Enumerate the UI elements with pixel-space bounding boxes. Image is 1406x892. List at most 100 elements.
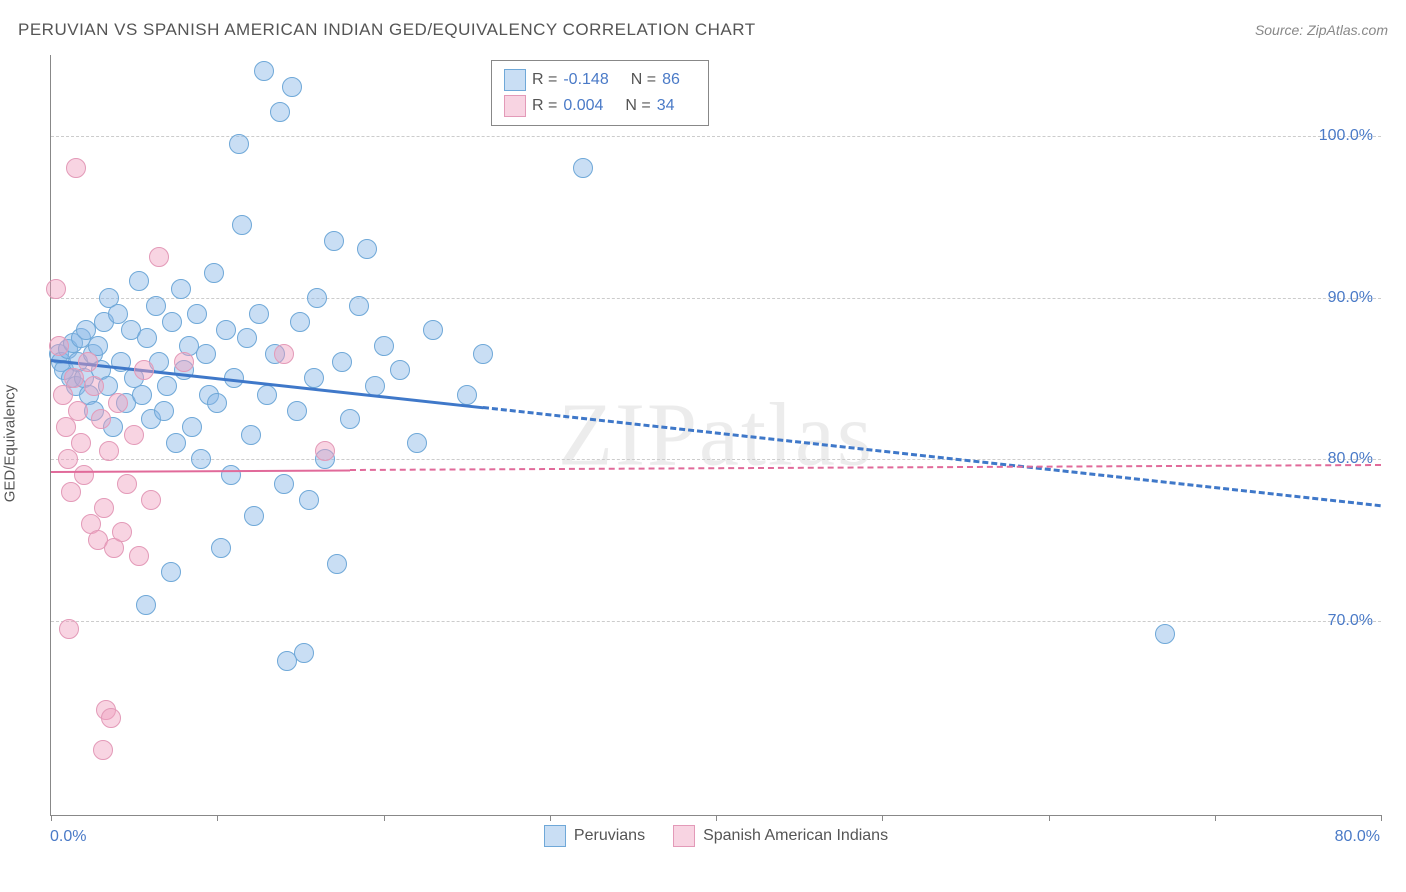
legend-r-label: R = (532, 71, 557, 89)
data-point (244, 506, 264, 526)
data-point (174, 352, 194, 372)
data-point (1155, 624, 1175, 644)
data-point (315, 441, 335, 461)
data-point (78, 352, 98, 372)
legend-swatch (504, 69, 526, 91)
data-point (129, 271, 149, 291)
legend-n-label: N = (625, 97, 650, 115)
legend-series-item: Peruvians (544, 825, 645, 847)
data-point (61, 482, 81, 502)
x-tick (384, 815, 385, 821)
data-point (573, 158, 593, 178)
data-point (161, 562, 181, 582)
data-point (157, 376, 177, 396)
x-tick (1215, 815, 1216, 821)
data-point (149, 247, 169, 267)
data-point (299, 490, 319, 510)
legend-swatch (504, 95, 526, 117)
data-point (274, 474, 294, 494)
data-point (211, 538, 231, 558)
data-point (254, 61, 274, 81)
data-point (154, 401, 174, 421)
data-point (390, 360, 410, 380)
trend-line (51, 469, 350, 472)
data-point (287, 401, 307, 421)
data-point (66, 158, 86, 178)
data-point (59, 619, 79, 639)
legend-r-value: -0.148 (563, 71, 608, 89)
data-point (101, 708, 121, 728)
data-point (49, 336, 69, 356)
legend-series-label: Peruvians (574, 827, 645, 845)
data-point (473, 344, 493, 364)
plot-area: ZIPatlas R =-0.148N =86R =0.004N =34 Per… (50, 55, 1381, 816)
data-point (349, 296, 369, 316)
data-point (307, 288, 327, 308)
x-tick (550, 815, 551, 821)
x-tick (1381, 815, 1382, 821)
source-label: Source: ZipAtlas.com (1255, 22, 1388, 38)
data-point (162, 312, 182, 332)
data-point (129, 546, 149, 566)
legend-r-value: 0.004 (563, 97, 603, 115)
legend-series-item: Spanish American Indians (673, 825, 888, 847)
data-point (221, 465, 241, 485)
data-point (294, 643, 314, 663)
data-point (304, 368, 324, 388)
data-point (46, 279, 66, 299)
data-point (249, 304, 269, 324)
y-tick-label: 70.0% (1328, 612, 1373, 630)
data-point (457, 385, 477, 405)
y-axis-title: GED/Equivalency (2, 385, 19, 503)
data-point (187, 304, 207, 324)
data-point (124, 425, 144, 445)
data-point (108, 393, 128, 413)
data-point (74, 465, 94, 485)
data-point (270, 102, 290, 122)
legend-series: Peruvians Spanish American Indians (51, 825, 1381, 847)
watermark: ZIPatlas (558, 384, 874, 487)
data-point (357, 239, 377, 259)
data-point (71, 433, 91, 453)
legend-r-label: R = (532, 97, 557, 115)
data-point (84, 376, 104, 396)
data-point (166, 433, 186, 453)
chart-title: PERUVIAN VS SPANISH AMERICAN INDIAN GED/… (18, 20, 756, 40)
data-point (91, 409, 111, 429)
data-point (324, 231, 344, 251)
legend-stats: R =-0.148N =86R =0.004N =34 (491, 60, 709, 126)
data-point (274, 344, 294, 364)
y-tick-label: 100.0% (1319, 127, 1373, 145)
data-point (141, 490, 161, 510)
data-point (290, 312, 310, 332)
gridline (51, 621, 1381, 622)
data-point (423, 320, 443, 340)
legend-n-label: N = (631, 71, 656, 89)
data-point (146, 296, 166, 316)
data-point (93, 740, 113, 760)
x-tick (882, 815, 883, 821)
data-point (117, 474, 137, 494)
data-point (134, 360, 154, 380)
gridline (51, 298, 1381, 299)
trend-line (350, 464, 1381, 471)
data-point (340, 409, 360, 429)
data-point (216, 320, 236, 340)
data-point (229, 134, 249, 154)
data-point (241, 425, 261, 445)
data-point (257, 385, 277, 405)
data-point (58, 449, 78, 469)
x-tick (716, 815, 717, 821)
data-point (191, 449, 211, 469)
data-point (237, 328, 257, 348)
data-point (136, 595, 156, 615)
data-point (171, 279, 191, 299)
y-tick-label: 90.0% (1328, 289, 1373, 307)
data-point (327, 554, 347, 574)
data-point (94, 498, 114, 518)
data-point (137, 328, 157, 348)
data-point (207, 393, 227, 413)
data-point (204, 263, 224, 283)
data-point (407, 433, 427, 453)
trend-line (483, 406, 1381, 507)
